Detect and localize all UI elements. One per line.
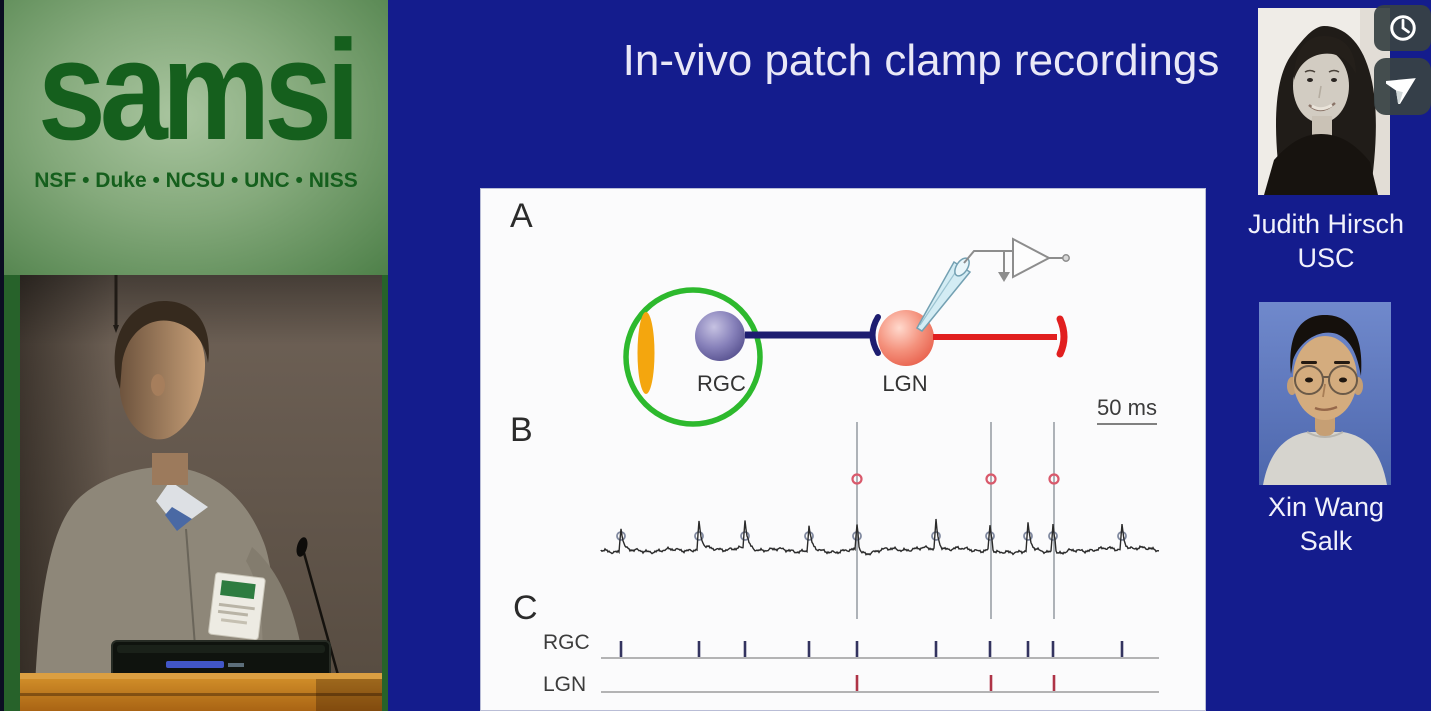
name-badge <box>208 572 266 641</box>
speaker-photo-wang <box>1259 302 1391 485</box>
lens <box>637 312 655 394</box>
eye-circle <box>623 287 763 427</box>
left-edge-strip <box>0 0 4 711</box>
speaker-scene <box>20 275 382 711</box>
history-button[interactable] <box>1374 5 1431 51</box>
clock-icon <box>1389 15 1416 41</box>
glasses <box>1294 365 1324 395</box>
slide-title: In-vivo patch clamp recordings <box>622 36 1220 85</box>
samsi-brand-panel: samsi NSF • Duke • NCSU • UNC • NISS <box>4 0 388 711</box>
samsi-logo-area: samsi NSF • Duke • NCSU • UNC • NISS <box>4 0 388 275</box>
speaker-affiliation-wang: Salk <box>1299 526 1353 556</box>
shirt <box>1263 432 1387 485</box>
speaker-affiliation-hirsch: USC <box>1297 243 1355 273</box>
amplifier <box>963 237 1070 282</box>
panel-b-label: B <box>510 411 533 449</box>
samsi-affiliations: NSF • Duke • NCSU • UNC • NISS <box>34 169 358 192</box>
microphone <box>302 552 340 676</box>
panel-c-label: C <box>513 589 538 627</box>
lgn-diagram-label: LGN <box>882 371 928 396</box>
hirsch-portrait <box>1258 8 1390 195</box>
lgn-raster-label: LGN <box>543 673 587 696</box>
presentation-slide: A B C RGC LGN 50 ms RGC LGN <box>480 188 1206 711</box>
speaker-name-wang: Xin Wang <box>1267 492 1385 522</box>
samsi-logo: samsi <box>37 11 360 170</box>
share-button[interactable] <box>1374 58 1431 115</box>
speaker-video-feed[interactable] <box>20 275 382 711</box>
speaker-photo-hirsch <box>1258 8 1390 195</box>
patch-pipette <box>915 257 972 332</box>
podium <box>20 640 382 711</box>
circuit-diagram <box>623 237 1070 427</box>
rgc-diagram-label: RGC <box>697 371 746 396</box>
recording-trace <box>600 422 1160 693</box>
ground-symbol <box>998 272 1010 282</box>
axon-terminal <box>869 314 881 356</box>
speaker-name-hirsch: Judith Hirsch <box>1247 209 1405 239</box>
scale-bar-label: 50 ms <box>1097 395 1157 420</box>
dark-top <box>1264 134 1378 195</box>
rgc-soma <box>695 311 745 361</box>
paper-plane-icon <box>1385 77 1416 104</box>
rgc-raster-label: RGC <box>543 631 590 654</box>
wang-portrait <box>1259 302 1391 485</box>
slide-figure <box>600 237 1160 693</box>
hair <box>1290 315 1362 376</box>
panel-a-label: A <box>510 197 533 235</box>
scale-bar-line <box>1097 423 1157 425</box>
